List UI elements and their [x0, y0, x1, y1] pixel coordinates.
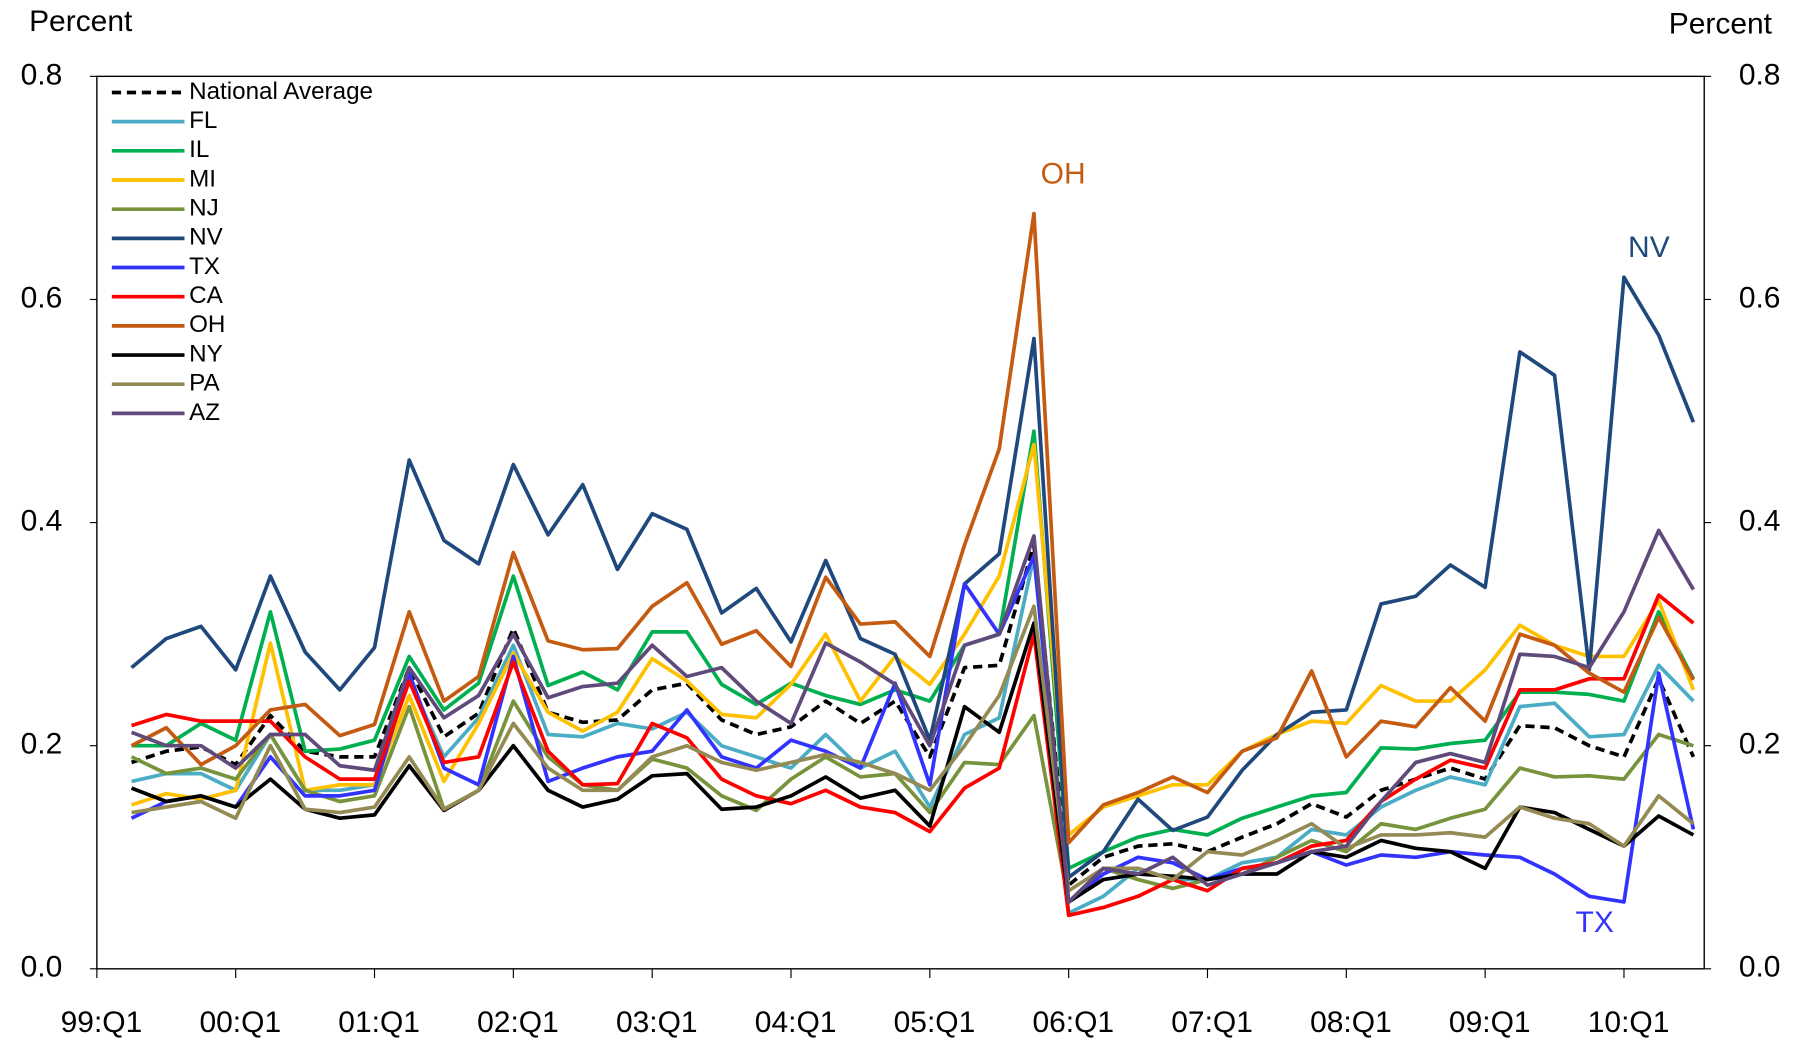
x-tick-label: 04:Q1 [755, 1006, 837, 1039]
x-tick-label: 01:Q1 [338, 1006, 420, 1039]
y-tick-label: 0.0 [21, 951, 63, 984]
annotation: NV [1628, 231, 1670, 264]
legend-label: FL [189, 107, 217, 134]
series-line [130, 593, 1695, 918]
legend-label: CA [189, 282, 223, 309]
y2-tick-label: 0.0 [1739, 951, 1781, 984]
legend-label: AZ [189, 399, 220, 426]
x-tick-label: 09:Q1 [1449, 1006, 1531, 1039]
series-line [131, 604, 1695, 893]
y2-axis-title: Percent [1669, 8, 1773, 41]
x-tick-label: 00:Q1 [199, 1006, 281, 1039]
x-tick-label: 05:Q1 [894, 1006, 976, 1039]
legend-label: National Average [189, 78, 373, 105]
x-tick-label: 02:Q1 [477, 1006, 559, 1039]
y-axis-title: Percent [29, 5, 133, 38]
y-tick-label: 0.6 [21, 281, 63, 314]
series-line [130, 621, 1695, 904]
series-line [130, 528, 1695, 904]
legend-label: TX [189, 253, 220, 280]
legend-label: OH [189, 311, 225, 338]
legend-label: NY [189, 340, 223, 367]
legend-label: IL [189, 136, 209, 163]
series-line [130, 275, 1696, 880]
y-tick-label: 0.4 [21, 504, 63, 537]
annotation: TX [1576, 906, 1614, 939]
series-line [130, 699, 1694, 904]
y2-tick-label: 0.8 [1739, 58, 1781, 91]
y2-tick-label: 0.4 [1739, 504, 1781, 537]
x-tick-label: 10:Q1 [1588, 1006, 1670, 1039]
x-tick-label: 07:Q1 [1171, 1006, 1253, 1039]
legend-label: MI [189, 165, 216, 192]
y2-tick-label: 0.6 [1739, 281, 1781, 314]
y2-tick-label: 0.2 [1739, 728, 1781, 761]
x-tick-label: 03:Q1 [616, 1006, 698, 1039]
x-tick-label: 99:Q1 [61, 1006, 143, 1039]
y-tick-label: 0.2 [21, 728, 63, 761]
series-line [130, 442, 1696, 837]
legend-label: NV [189, 224, 223, 251]
y-tick-label: 0.8 [21, 58, 63, 91]
legend-label: PA [189, 370, 220, 397]
series-line [130, 211, 1695, 845]
legend-label: NJ [189, 195, 219, 222]
series-line [130, 543, 1696, 887]
annotation: OH [1041, 157, 1086, 190]
x-tick-label: 06:Q1 [1032, 1006, 1114, 1039]
x-tick-label: 08:Q1 [1310, 1006, 1392, 1039]
